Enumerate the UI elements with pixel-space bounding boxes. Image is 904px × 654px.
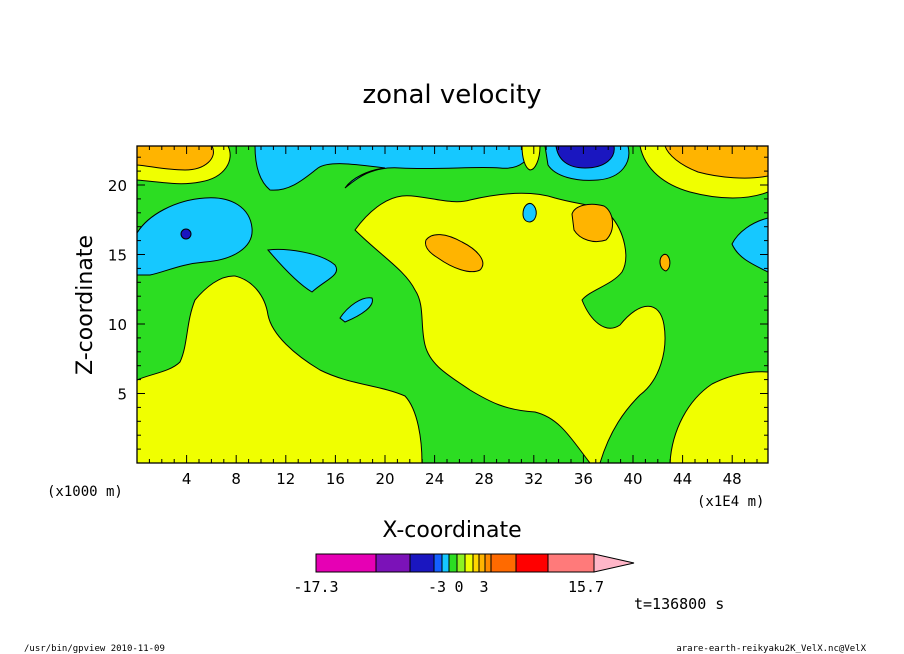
colorbar-label: 3 <box>479 578 488 596</box>
colorbar-segment <box>409 553 435 573</box>
colorbar-segment <box>433 553 443 573</box>
region-orange-dot <box>659 253 671 272</box>
region-top-left-orange <box>137 146 214 171</box>
colorbar-segment <box>464 553 474 573</box>
region-cyan-top <box>254 146 533 191</box>
time-label: t=136800 s <box>634 595 724 613</box>
colorbar: -17.3 -3 0 3 15.7 <box>293 553 635 596</box>
x-tick-label: 28 <box>475 470 494 488</box>
x-tick-label: 16 <box>326 470 345 488</box>
region-lower-right <box>669 371 768 463</box>
colorbar-segment <box>315 553 377 573</box>
y-tick-label: 5 <box>117 386 127 404</box>
region-top-center <box>555 146 615 169</box>
colorbar-segment <box>472 553 480 573</box>
footer-right: arare-earth-reikyaku2K_VelX.nc@VelX <box>676 644 866 654</box>
region-top-strip <box>521 146 541 171</box>
region-upper-left <box>137 197 253 276</box>
y-units-label: (x1000 m) <box>47 484 123 500</box>
x-tick-label: 40 <box>623 470 642 488</box>
x-axis-label: X-coordinate <box>382 518 521 543</box>
region-orange-right <box>571 203 613 243</box>
x-tick-label: 44 <box>673 470 692 488</box>
footer-left: /usr/bin/gpview 2010-11-09 <box>24 644 165 654</box>
x-tick-label: 48 <box>723 470 742 488</box>
x-tick-label: 4 <box>182 470 192 488</box>
region-cyan-dot <box>522 203 537 223</box>
y-axis-label: Z-coordinate <box>73 235 98 375</box>
region-orange-center <box>425 234 484 273</box>
region-center <box>354 192 666 463</box>
region-cyan-mid <box>267 249 338 293</box>
colorbar-segment <box>547 553 595 573</box>
colorbar-segment <box>490 553 517 573</box>
region-upper-left-core <box>180 228 192 240</box>
region-top-right <box>664 146 768 179</box>
colorbar-segment <box>484 553 492 573</box>
colorbar-label: 0 <box>454 578 463 596</box>
colorbar-segment <box>375 553 411 573</box>
colorbar-segment <box>515 553 549 573</box>
region-cyan-small <box>339 297 373 323</box>
colorbar-label: -17.3 <box>293 578 338 596</box>
colorbar-label: 15.7 <box>568 578 604 596</box>
y-tick-label: 10 <box>108 316 127 334</box>
colorbar-segment <box>456 553 466 573</box>
y-tick-label: 20 <box>108 177 127 195</box>
x-tick-label: 12 <box>276 470 295 488</box>
x-tick-label: 24 <box>425 470 444 488</box>
colorbar-segment <box>441 553 450 573</box>
region-lower-left <box>137 275 423 463</box>
region-cyan-right <box>731 217 768 273</box>
contour-field <box>137 146 768 463</box>
chart-title: zonal velocity <box>362 80 541 110</box>
colorbar-arrow <box>593 553 635 573</box>
x-tick-label: 36 <box>574 470 593 488</box>
x-tick-label: 20 <box>375 470 394 488</box>
x-tick-label: 32 <box>524 470 543 488</box>
colorbar-segment <box>478 553 486 573</box>
colorbar-label: -3 <box>428 578 446 596</box>
colorbar-segment <box>448 553 458 573</box>
x-tick-label: 8 <box>231 470 241 488</box>
x-units-label: (x1E4 m) <box>697 494 764 510</box>
plot-frame <box>136 145 769 464</box>
y-tick-label: 15 <box>108 247 127 265</box>
